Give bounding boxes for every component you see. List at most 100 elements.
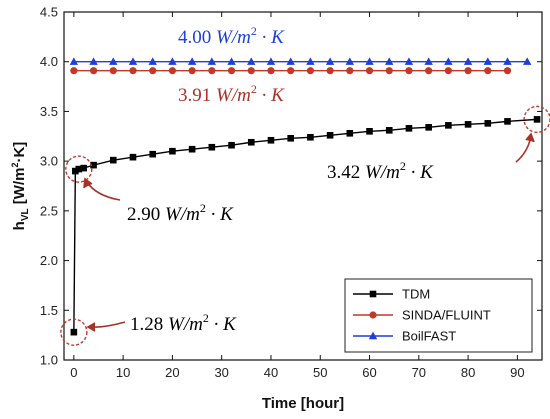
data-point: [228, 141, 235, 149]
annotation-2-90: 2.90 W/m2 · K: [127, 201, 234, 225]
data-point: [109, 57, 118, 65]
arrow-1-28: [89, 321, 126, 328]
data-point: [90, 161, 97, 169]
data-point: [89, 57, 98, 65]
data-point: [504, 118, 511, 125]
legend: TDM SINDA/FLUINT BoilFAST: [344, 278, 533, 353]
data-point: [247, 67, 255, 75]
arrow-3-42-head: [525, 132, 535, 143]
data-point: [503, 57, 512, 65]
data-point: [168, 57, 177, 65]
legend-label: TDM: [402, 287, 430, 302]
data-point: [463, 57, 473, 65]
data-point: [345, 57, 355, 65]
data-point: [75, 165, 83, 173]
data-point: [188, 145, 196, 153]
data-point: [444, 67, 452, 75]
data-point: [128, 57, 138, 65]
data-point: [129, 67, 137, 75]
data-point: [425, 67, 433, 75]
data-point: [208, 67, 216, 75]
legend-item: TDM: [353, 287, 430, 302]
data-point: [247, 57, 256, 65]
legend-marker: [369, 290, 377, 298]
x-tick-label: 60: [362, 365, 376, 380]
data-point: [267, 67, 275, 75]
data-point: [286, 57, 295, 65]
legend-item: BoilFAST: [353, 329, 456, 344]
legend-item: SINDA/FLUINT: [353, 308, 491, 323]
highlight-1-28: [60, 318, 88, 346]
y-axis-label: hVL [W/m2·K]: [10, 142, 31, 231]
data-point: [227, 67, 236, 75]
data-point: [484, 120, 492, 127]
legend-marker: [368, 331, 378, 340]
data-point: [444, 57, 453, 65]
x-axis: 0 10 20 30 40 50 60 70 80 90: [70, 12, 525, 380]
data-point: [306, 67, 314, 75]
data-point: [365, 57, 374, 65]
data-point: [365, 67, 374, 75]
y-tick-label: 1.0: [40, 353, 58, 368]
x-tick-label: 90: [510, 365, 524, 380]
legend-label: SINDA/FLUINT: [402, 308, 491, 323]
data-point: [188, 67, 196, 75]
data-point: [366, 128, 373, 135]
data-point: [424, 57, 433, 65]
data-point: [484, 67, 492, 75]
arrow-1-28-head: [86, 322, 96, 332]
data-point: [70, 67, 78, 75]
plot-frame: [63, 11, 543, 361]
data-point: [445, 122, 452, 129]
x-tick-label: 20: [165, 365, 179, 380]
data-point: [306, 57, 315, 65]
legend-label: BoilFAST: [402, 329, 456, 344]
data-point: [207, 57, 217, 65]
series-tdm: [70, 116, 541, 336]
series-boilfast: [69, 57, 532, 65]
data-point: [287, 67, 295, 75]
annotation-arrows: [83, 132, 535, 332]
annotation-3-91: 3.91 W/m2 · K: [178, 82, 285, 106]
data-point: [247, 138, 255, 146]
data-point: [307, 133, 314, 141]
data-point: [149, 150, 157, 158]
series-layer: [69, 57, 541, 336]
data-point: [405, 125, 413, 132]
data-point: [89, 67, 98, 75]
annotation-4-00: 4.00 W/m2 · K: [178, 24, 285, 48]
data-point: [266, 57, 276, 65]
data-point: [129, 153, 137, 161]
data-point: [385, 57, 394, 65]
data-point: [533, 116, 541, 123]
data-point: [346, 67, 354, 75]
x-tick-label: 80: [461, 365, 475, 380]
data-point: [109, 156, 117, 164]
data-point: [287, 134, 294, 142]
x-tick-label: 0: [70, 365, 77, 380]
data-point: [346, 130, 354, 137]
data-point: [385, 67, 393, 75]
y-tick-label: 1.5: [40, 303, 58, 318]
data-point: [483, 57, 492, 65]
data-point: [464, 67, 472, 75]
y-tick-label: 2.5: [40, 203, 58, 218]
data-point: [208, 143, 216, 151]
x-tick-label: 30: [214, 365, 228, 380]
data-point: [326, 131, 334, 139]
data-point: [69, 57, 79, 65]
annotation-1-28: 1.28 W/m2 · K: [130, 311, 237, 335]
data-point: [405, 67, 413, 75]
data-point: [523, 57, 532, 65]
series-sinda-fluint: [70, 67, 512, 75]
data-point: [404, 57, 414, 65]
legend-items: TDM SINDA/FLUINT BoilFAST: [353, 287, 491, 344]
y-tick-label: 3.5: [40, 104, 58, 119]
data-point: [267, 136, 275, 144]
y-tick-label: 3.0: [40, 154, 58, 169]
x-tick-label: 50: [313, 365, 327, 380]
data-point: [325, 57, 335, 65]
data-point: [227, 57, 236, 65]
data-point: [168, 67, 177, 75]
